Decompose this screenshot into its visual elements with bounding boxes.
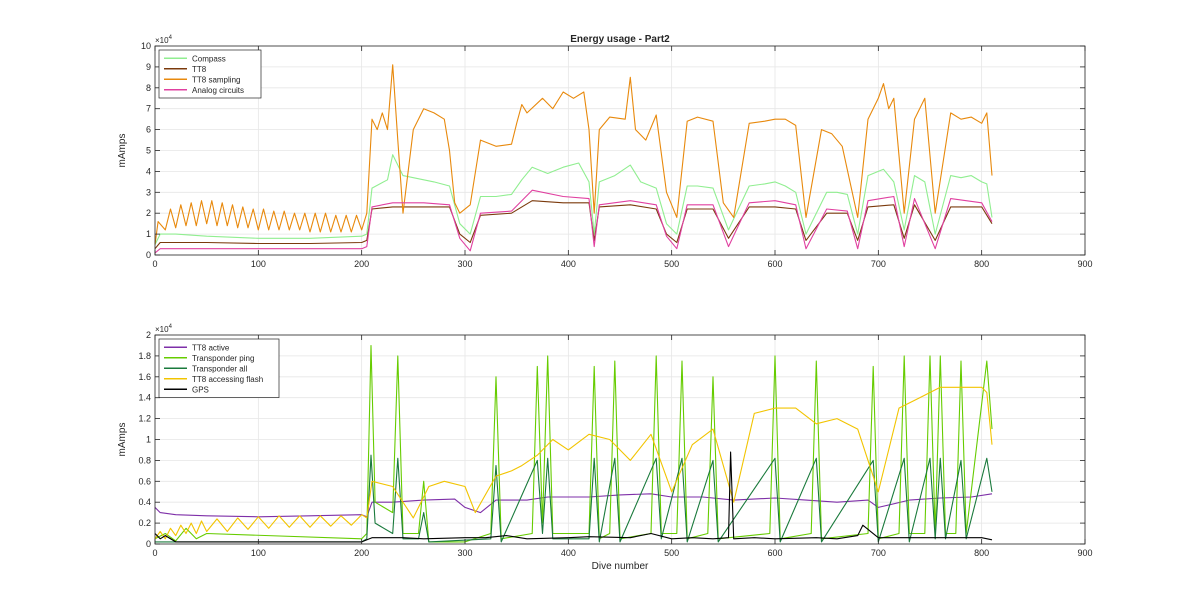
y-tick-label: 6: [146, 125, 151, 135]
legend-entry: Transponder ping: [192, 354, 254, 363]
series-line-gps: [154, 451, 993, 543]
x-tick-label: 0: [152, 259, 157, 269]
y-tick-label: 2: [146, 208, 151, 218]
x-tick-label: 500: [664, 548, 679, 558]
y-multiplier-label: ×104: [155, 324, 173, 334]
legend-entry: Transponder all: [192, 364, 248, 373]
x-tick-label: 400: [561, 548, 576, 558]
series-line-transponder-all: [155, 454, 993, 543]
x-tick-label: 900: [1077, 259, 1092, 269]
legend-entry: TT8 accessing flash: [192, 375, 263, 384]
y-tick-label: 0.2: [138, 518, 151, 528]
legend-entry: TT8: [192, 65, 207, 74]
y-tick-label: 1.8: [138, 351, 151, 361]
legend-entry: TT8 active: [192, 343, 230, 352]
series-line-tt8-accessing-flash: [154, 386, 993, 540]
y-multiplier-exponent: 4: [169, 35, 173, 41]
series-lines: [154, 344, 993, 543]
y-axis-label: mAmps: [117, 134, 128, 168]
y-tick-label: 1: [146, 435, 151, 445]
x-tick-label: 200: [354, 548, 369, 558]
x-tick-label: 400: [561, 259, 576, 269]
y-tick-label: 0: [146, 539, 151, 549]
x-axis-label: Dive number: [592, 561, 649, 572]
x-tick-label: 900: [1077, 548, 1092, 558]
chart-2: 0 100 200 300 400 500 600 700 800 900 0 0.2 0.4 0.6 0.…: [117, 324, 1093, 572]
y-tick-label: 4: [146, 166, 151, 176]
legend-entry: TT8 sampling: [192, 75, 240, 84]
x-tick-label: 300: [457, 548, 472, 558]
x-tick-label: 600: [767, 548, 782, 558]
y-tick-label: 7: [146, 104, 151, 114]
legend-entry: GPS: [192, 385, 209, 394]
series-line-tt8-sampling: [154, 64, 993, 245]
y-tick-label: 8: [146, 83, 151, 93]
y-tick-label: 1: [146, 229, 151, 239]
y-tick-label: 0.4: [138, 497, 151, 507]
y-multiplier-label: ×104: [155, 35, 173, 45]
x-tick-label: 100: [251, 259, 266, 269]
y-multiplier-exponent: 4: [169, 324, 173, 330]
x-tick-label: 500: [664, 259, 679, 269]
series-line-compass: [154, 154, 993, 245]
series-line-tt8: [154, 200, 993, 250]
y-tick-label: 9: [146, 62, 151, 72]
chart-title: Energy usage - Part2: [570, 34, 670, 45]
y-tick-label: 1.6: [138, 372, 151, 382]
series-line-analog-circuits: [154, 189, 993, 254]
y-tick-label: 1.4: [138, 393, 151, 403]
y-tick-label: 10: [141, 41, 151, 51]
x-tick-label: 200: [354, 259, 369, 269]
series-lines: [154, 64, 993, 254]
x-tick-label: 600: [767, 259, 782, 269]
x-tick-label: 800: [974, 548, 989, 558]
y-tick-label: 0.6: [138, 476, 151, 486]
x-tick-label: 100: [251, 548, 266, 558]
y-tick-label: 5: [146, 146, 151, 156]
y-axis-label: mAmps: [117, 423, 128, 457]
y-tick-label: 2: [146, 330, 151, 340]
legend-entry: Analog circuits: [192, 86, 244, 95]
x-tick-label: 800: [974, 259, 989, 269]
legend-entry: Compass: [192, 54, 226, 63]
x-tick-label: 700: [871, 548, 886, 558]
y-tick-label: 0: [146, 250, 151, 260]
y-tick-label: 1.2: [138, 414, 151, 424]
y-tick-label: 0.8: [138, 455, 151, 465]
x-tick-label: 700: [871, 259, 886, 269]
y-tick-label: 3: [146, 187, 151, 197]
x-tick-label: 300: [457, 259, 472, 269]
series-line-tt8-active: [154, 493, 993, 518]
x-tick-label: 0: [152, 548, 157, 558]
chart-1: 0 100 200 300 400 500 600 700 800 900 0 1 2 3 4 5 6 7 8 9 10…: [117, 34, 1093, 269]
